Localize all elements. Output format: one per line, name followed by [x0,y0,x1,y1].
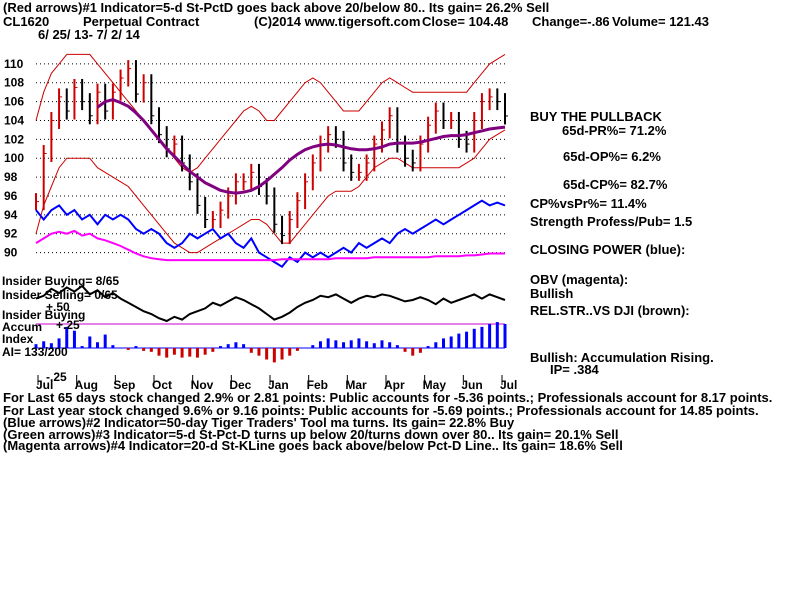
y-tick-label: 102 [4,132,24,146]
month-label: Jul [36,378,53,392]
month-label: Jun [461,378,482,392]
month-label: Sep [113,378,135,392]
price-bands [35,53,506,254]
obv-line [35,229,505,262]
y-tick-label: 94 [4,208,18,222]
price-bars [35,60,508,245]
accum-plus25: +.25 [56,318,80,332]
insider-selling-count: Insider Selling= 0/65 [2,288,118,302]
month-label: May [423,378,447,392]
relstr-series [35,284,506,323]
obv-label: OBV (magenta): [530,272,629,287]
accum-label: Accum [2,320,43,334]
close-value: Close= 104.48 [422,14,509,29]
y-tick-label: 108 [4,76,24,90]
accum-plus50: +.50 [46,300,70,314]
signal-text: BUY THE PULLBACK [530,109,662,124]
month-label: Jan [268,378,289,392]
month-labels: Jul Aug Sep Oct Nov Dec Jan Feb Mar Apr May Jun Jul [36,375,517,392]
closing-power-label: CLOSING POWER (blue): [530,242,686,257]
strength-value: Strength Profess/Pub= 1.5 [530,214,693,229]
pr-value: 65d-PR%= 71.2% [562,123,667,138]
obv-state: Bullish [530,286,574,301]
copyright: (C)2014 www.tigersoft.com [254,14,421,29]
month-label: Oct [152,378,172,392]
relstr-line [35,284,506,323]
month-label: Feb [307,378,328,392]
y-tick-label: 90 [4,246,18,260]
footer-line-4: (Green arrows)#3 Indicator=5-d St-Pct-D … [3,427,619,442]
cpvspr-value: CP%vsPr%= 11.4% [530,196,647,211]
ma50-line [96,98,506,195]
month-label: Dec [229,378,251,392]
y-tick-label: 96 [4,189,18,203]
month-label: Mar [345,378,367,392]
month-label: Aug [75,378,98,392]
op-value: 65d-OP%= 6.2% [563,149,661,164]
accum-index-series [34,322,507,363]
ma50-series [96,98,506,195]
footer-line-3: (Blue arrows)#2 Indicator=50-day Tiger T… [3,415,515,430]
accum-text: Bullish: Accumulation Rising. [530,350,714,365]
month-label: Apr [384,378,405,392]
y-tick-label: 110 [4,57,24,71]
relstr-label: REL.STR..VS DJI (brown): [530,303,690,318]
obv-series [35,229,505,262]
ai-value: AI= 133/200 [2,345,68,359]
symbol-label: CL1620 [3,14,50,29]
y-tick-label: 98 [4,170,18,184]
month-label: Jul [500,378,517,392]
insider-buying-count: Insider Buying= 8/65 [2,274,120,288]
y-tick-label: 104 [4,113,24,127]
footer-line-5: (Magenta arrows)#4 Indicator=20-d St-KLi… [3,438,623,453]
volume-value: Volume= 121.43 [612,14,709,29]
footer-line-2: For Last year stock changed 9.6% or 9.16… [3,403,759,418]
index-label: Index [2,332,34,346]
lower-band-line [35,129,506,254]
y-tick-label: 92 [4,227,18,241]
footer-line-1: For Last 65 days stock changed 2.9% or 2… [3,390,773,405]
y-tick-label: 106 [4,95,24,109]
contract-name: Perpetual Contract [83,14,200,29]
date-range: 6/ 25/ 13- 7/ 2/ 14 [38,27,140,42]
accum-minus25: -.25 [46,370,67,384]
month-label: Nov [191,378,214,392]
cp-value: 65d-CP%= 82.7% [563,177,668,192]
y-tick-label: 100 [4,151,24,165]
insider-buying-label: Insider Buying [2,308,86,322]
upper-band-line [35,53,506,173]
y-tick-labels: 110 108 106 104 102 100 98 96 94 92 90 [4,57,24,260]
header-line-1: (Red arrows)#1 Indicator=5-d St-PctD goe… [3,0,550,15]
ip-value: IP= .384 [550,362,599,377]
change-value: Change=-.86 [532,14,610,29]
